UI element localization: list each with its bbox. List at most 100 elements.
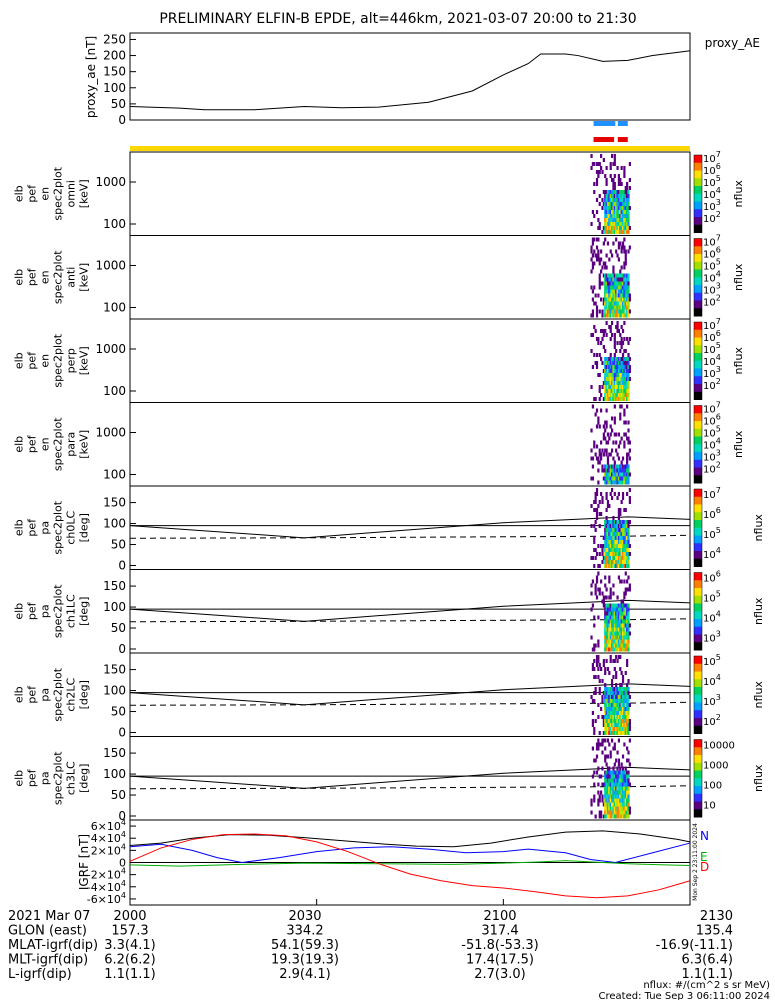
spectrogram-cell — [610, 643, 614, 648]
spectrogram-cell — [616, 731, 619, 735]
spectrogram-cell — [604, 691, 607, 695]
spectrogram-cell — [626, 222, 629, 226]
spectrogram-cell — [609, 480, 612, 485]
spectrogram-cell — [594, 253, 597, 258]
spectrogram-cell — [612, 731, 615, 735]
spectrogram-cell — [627, 281, 630, 286]
spectrogram-cells — [590, 154, 631, 234]
spectrogram-cell — [608, 794, 611, 799]
spectrogram-cell — [598, 385, 601, 389]
spectrogram-cell — [602, 397, 605, 401]
spectrogram-cell — [591, 241, 595, 246]
spectrogram-cell — [615, 806, 618, 811]
spectrogram-cell — [606, 548, 610, 552]
spectrogram-cell — [616, 329, 619, 333]
spectrogram-cell — [612, 623, 615, 628]
spectrogram-cell — [624, 309, 627, 314]
spectrogram-cell — [610, 639, 614, 644]
spectrogram-cell — [604, 532, 607, 536]
energy-colorbar-tick: 105 — [703, 174, 721, 189]
pa-colorbar-tick: 102 — [703, 713, 721, 728]
pa-colorbar-label: nflux — [752, 681, 765, 709]
spectrogram-cell — [612, 222, 615, 226]
spectrogram-cell — [612, 719, 615, 723]
spectrogram-cell — [604, 575, 607, 580]
spectrogram-cell — [609, 607, 612, 612]
spectrogram-cell — [624, 635, 627, 640]
spectrogram-cell — [605, 587, 608, 592]
spectrogram-cell — [628, 377, 631, 381]
spectrogram-cell — [606, 456, 610, 461]
spectrogram-cell — [613, 389, 616, 393]
spectrogram-cell — [606, 703, 610, 707]
spectrogram-cell — [597, 341, 600, 345]
spectrogram-cell — [613, 373, 616, 377]
spectrogram-cell — [617, 508, 621, 512]
spectrogram-cell — [613, 281, 616, 286]
spectrogram-cell — [612, 627, 615, 632]
spectrogram-cell — [624, 631, 627, 636]
spectrogram-cell — [604, 194, 607, 198]
spectrogram-cell — [624, 389, 627, 393]
spectrogram-cell — [598, 424, 601, 429]
energy-colorbar-tick: 104 — [703, 270, 721, 285]
proxy-ae-frame — [129, 32, 691, 121]
xaxis-row-value: 3.3(4.1) — [104, 938, 156, 953]
spectrogram-cell — [626, 798, 629, 803]
spectrogram-cell — [616, 325, 619, 329]
spectrogram-cell — [590, 166, 593, 170]
spectrogram-cell — [594, 691, 597, 695]
spectrogram-cell — [620, 671, 623, 675]
spectrogram-cell — [624, 627, 627, 632]
spectrogram-cell — [606, 647, 610, 652]
spectrogram-cell — [605, 552, 608, 556]
spectrogram-cell — [623, 564, 626, 568]
spectrogram-cell — [608, 556, 611, 560]
spectrogram-cell — [604, 738, 607, 743]
spectrogram-cell — [624, 293, 627, 298]
spectrogram-cell — [609, 520, 612, 524]
spectrogram-cell — [608, 707, 611, 711]
spectrogram-cell — [619, 377, 622, 381]
spectrogram-cell — [605, 731, 608, 735]
spectrogram-cell — [610, 778, 614, 783]
spectrogram-cell — [619, 202, 622, 206]
spectrogram-cell — [605, 305, 608, 310]
energy-colorbar-label: nflux — [732, 430, 745, 458]
spectrogram-cell — [624, 774, 627, 779]
spectrogram-cell — [609, 472, 612, 477]
spectrogram-cell — [610, 727, 614, 731]
spectrogram-cell — [620, 715, 623, 719]
spectrogram-cell — [617, 281, 621, 286]
spectrogram-cell — [623, 647, 626, 652]
spectrogram-cell — [604, 790, 607, 795]
spectrogram-cell — [604, 448, 607, 453]
spectrogram-cell — [624, 790, 627, 795]
pa-colorbar — [694, 558, 702, 567]
spectrogram-cell — [615, 711, 618, 715]
spectrogram-cell — [627, 273, 630, 278]
spectrogram-cell — [617, 520, 621, 524]
spectrogram-cell — [627, 587, 630, 592]
spectrogram-cell — [621, 802, 625, 807]
spectrogram-cell — [606, 607, 610, 612]
spectrogram-cell — [601, 738, 604, 743]
spectrogram-cell — [627, 794, 630, 799]
spectrogram-cell — [626, 198, 629, 202]
spectrogram-cell — [608, 194, 611, 198]
spectrogram-cell — [606, 707, 610, 711]
spectrogram-cell — [616, 556, 619, 560]
spectrogram-cell — [628, 226, 631, 230]
status-bar-red — [617, 137, 628, 142]
spectrogram-cell — [620, 552, 623, 556]
energy-colorbar — [694, 459, 702, 468]
spectrogram-cell — [591, 253, 595, 258]
spectrogram-cell — [621, 719, 625, 723]
spectrogram-cell — [591, 579, 595, 584]
spectrogram-cell — [619, 814, 622, 819]
spectrogram-cell — [626, 381, 629, 385]
spectrogram-cell — [593, 564, 596, 568]
spectrogram-cell — [623, 552, 626, 556]
spectrogram-cell — [626, 520, 629, 524]
spectrogram-cell — [590, 154, 593, 158]
